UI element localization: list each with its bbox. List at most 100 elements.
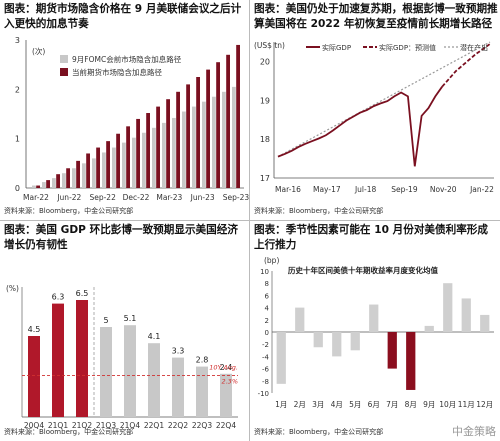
data-label: 6.5	[76, 289, 89, 298]
series-potential-output	[277, 41, 491, 158]
bar-before	[202, 101, 206, 188]
avg-label: 2.3%	[221, 378, 238, 386]
data-label: 6.3	[52, 293, 65, 302]
data-label: 4.5	[28, 325, 41, 334]
bar-month-8	[406, 332, 416, 390]
bar-gdp-21Q2	[76, 300, 88, 417]
bar-gdp-20Q4	[28, 336, 40, 417]
bar-before	[192, 106, 196, 188]
x-tick-label: 11月	[458, 400, 475, 409]
bar-before	[162, 122, 166, 188]
chart-gdp-path: 17 18 19 20 (US$ tn) Mar-16 May-17 Jul-18 Sep-19…	[254, 41, 494, 194]
x-tick-label: 2月	[294, 400, 306, 409]
panel-title: 图表：期货市场隐含价格在 9 月美联储会议之后计入更快的加息节奏	[4, 3, 242, 30]
x-tick-label: 12月	[476, 400, 493, 409]
bar-current	[176, 91, 180, 188]
panel-seasonality: 图表：季节性因素可能在 10 月份对美债利率形成上行推力 (bp) 历史十年区间美…	[250, 221, 500, 441]
x-tick-label: Sep-23	[223, 193, 250, 202]
y-tick-label: 20	[260, 57, 270, 66]
y-tick-label: 17	[260, 174, 270, 183]
y-axis-unit: (bp)	[264, 256, 279, 265]
bar-current	[126, 126, 130, 188]
x-tick-label: Mar-22	[23, 193, 49, 202]
bar-before	[82, 163, 86, 188]
bar-before	[52, 178, 56, 188]
y-tick-label: 1	[15, 135, 20, 144]
bar-month-10	[443, 283, 453, 332]
bar-month-7	[387, 332, 397, 369]
x-tick-label: Jul-18	[354, 185, 377, 194]
bar-before	[102, 152, 106, 188]
bar-current	[156, 106, 160, 188]
bar-current	[116, 133, 120, 188]
x-tick-label: 21Q4	[120, 421, 140, 430]
bar-before	[122, 142, 126, 188]
bar-current	[166, 99, 170, 188]
x-tick-label: 21Q1	[48, 421, 68, 430]
panel-divider-horizontal	[0, 220, 500, 221]
legend-swatch-current	[60, 68, 68, 76]
y-tick-label: 19	[260, 96, 270, 105]
bar-current	[96, 147, 100, 188]
x-tick-label: Jan-22	[469, 185, 494, 194]
bar-current	[56, 174, 60, 188]
x-tick-label: 7月	[386, 400, 398, 409]
bar-gdp-22Q3	[196, 366, 208, 417]
legend-label-current: 当前期货市场隐含加息路径	[72, 67, 162, 77]
chart-source: 资料来源：Bloomberg，中金公司研究部	[4, 207, 134, 215]
bar-current	[216, 62, 220, 189]
panel-title: 图表：美国仍处于加速复苏期，根据彭博一致预期推算美国将在 2022 年初恢复至疫…	[254, 3, 498, 30]
watermark-logo: 中金策略	[452, 425, 496, 438]
bar-month-3	[313, 332, 323, 348]
bar-current	[66, 168, 70, 188]
bar-current	[76, 160, 80, 188]
x-tick-label: 9月	[423, 400, 435, 409]
legend-label-actual: 实际GDP	[322, 43, 351, 52]
y-tick-label: 10	[260, 268, 269, 276]
x-tick-label: 4月	[331, 400, 343, 409]
y-tick-label: 3	[15, 36, 20, 45]
x-tick-label: Jun-23	[190, 193, 215, 202]
legend-label-before: 9月FOMC会前市场隐含加息路径	[72, 54, 182, 64]
bar-month-4	[332, 332, 342, 357]
x-tick-label: Sep-19	[391, 185, 418, 194]
bar-before	[92, 158, 96, 188]
chart-gdp-qoq: (%) 4.5 20Q4 6.3 21Q1 6.5 21Q2 5 21Q3 5.1 21Q4 4.1 2…	[6, 284, 238, 430]
y-axis-unit: (次)	[32, 46, 45, 56]
y-tick-label: -6	[262, 366, 270, 374]
bar-before	[152, 127, 156, 188]
bar-before	[42, 182, 46, 188]
panel-rate-hike-path: 图表：期货市场隐含价格在 9 月美联储会议之后计入更快的加息节奏 0 1 2 3 (次)…	[0, 0, 250, 220]
bar-current	[146, 113, 150, 188]
bar-before	[182, 111, 186, 188]
x-tick-label: Sep-22	[89, 193, 116, 202]
bar-month-5	[350, 332, 360, 351]
y-axis-unit: (%)	[6, 284, 19, 293]
data-label: 3.3	[172, 347, 185, 356]
avg-label: 10Y Avg.	[209, 364, 238, 372]
bar-gdp-21Q3	[100, 327, 112, 417]
bar-month-1	[276, 332, 286, 384]
bar-month-11	[461, 298, 471, 332]
bar-current	[206, 69, 210, 188]
bar-before	[72, 168, 76, 188]
chart-treasury-seasonality: (bp) 历史十年区间美债十年期收益率月度变化均值 10 8 6 4 2 0 -2 -4 -6 -8 -…	[258, 256, 494, 409]
legend-swatch-before	[60, 55, 68, 63]
data-label: 2.4	[220, 363, 233, 372]
series-forecast-gdp	[441, 43, 491, 88]
bar-month-9	[424, 325, 434, 332]
panel-gdp-qoq: 图表：美国 GDP 环比彭博一致预期显示美国经济增长仍有韧性 (%) 4.5 20Q…	[0, 221, 250, 441]
bar-current	[86, 153, 90, 188]
bar-month-12	[480, 314, 490, 332]
bar-before	[172, 117, 176, 188]
y-tick-label: -2	[262, 341, 269, 349]
data-label: 5	[103, 316, 108, 325]
panel-title: 图表：美国 GDP 环比彭博一致预期显示美国经济增长仍有韧性	[4, 224, 238, 251]
y-tick-label: 4	[265, 305, 270, 313]
bar-month-2	[295, 307, 305, 332]
x-tick-label: May-17	[313, 185, 341, 194]
x-tick-label: 10月	[439, 400, 456, 409]
bar-month-6	[369, 304, 379, 332]
y-tick-label: 0	[15, 184, 20, 193]
chart-source: 资料来源：Bloomberg，中金公司研究部	[254, 207, 384, 215]
